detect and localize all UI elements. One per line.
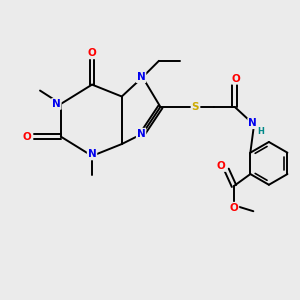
- Text: O: O: [88, 48, 96, 59]
- Text: O: O: [217, 161, 226, 171]
- Text: S: S: [192, 102, 199, 112]
- Text: N: N: [137, 72, 146, 82]
- Text: O: O: [232, 74, 241, 84]
- Text: O: O: [230, 203, 238, 213]
- Text: N: N: [248, 118, 257, 128]
- Text: H: H: [257, 127, 264, 136]
- Text: N: N: [88, 149, 96, 160]
- Text: O: O: [22, 132, 31, 142]
- Text: N: N: [137, 129, 146, 139]
- Text: N: N: [52, 99, 61, 109]
